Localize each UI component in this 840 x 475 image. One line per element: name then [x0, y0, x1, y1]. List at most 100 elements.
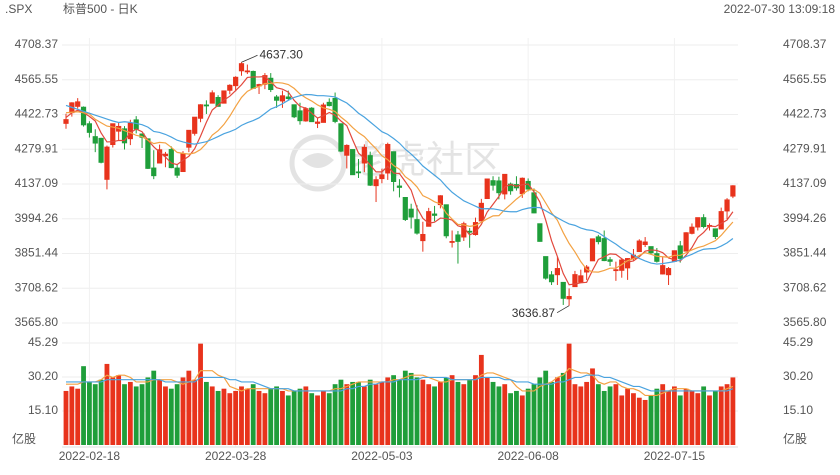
- candle-body: [636, 240, 642, 253]
- candle-body: [484, 178, 490, 200]
- volume-bar: [712, 390, 718, 445]
- candle-body: [238, 63, 245, 72]
- candle-body: [361, 146, 367, 164]
- candle-body: [443, 204, 449, 237]
- volume-bar: [555, 377, 560, 445]
- volume-bar: [613, 384, 619, 445]
- candle-body: [156, 149, 163, 164]
- candle-body: [578, 275, 584, 283]
- candle-body: [273, 96, 280, 101]
- volume-bar: [502, 384, 508, 445]
- candle-body: [180, 153, 186, 173]
- candle-body: [221, 90, 227, 104]
- volume-bar: [391, 375, 396, 445]
- x-tick-label: 2022-03-28: [205, 449, 267, 463]
- y-tick-label: 4422.73: [15, 107, 59, 121]
- volume-unit: 亿股: [12, 431, 36, 446]
- candle-body: [677, 245, 683, 259]
- candle-body: [379, 174, 385, 180]
- candle-body: [531, 192, 537, 214]
- volume-bar: [607, 386, 613, 445]
- volume-bar: [250, 384, 256, 445]
- candle-body: [250, 70, 256, 89]
- candle-body: [408, 208, 414, 218]
- volume-bar: [543, 370, 549, 445]
- candle-body: [718, 211, 724, 230]
- candle-body: [104, 146, 110, 180]
- y-tick-label-right: 4279.91: [783, 141, 827, 155]
- candle-body: [396, 185, 403, 188]
- y-tick-label-right: 3708.62: [783, 280, 827, 294]
- volume-bar: [724, 384, 730, 445]
- volume-bar: [174, 384, 180, 445]
- candle-body: [683, 232, 689, 252]
- candle-body: [455, 234, 461, 242]
- volume-bar: [157, 379, 162, 445]
- y-tick-label: 4279.91: [15, 141, 59, 155]
- y-tick-label: 3708.62: [15, 280, 59, 294]
- candle-body: [537, 223, 543, 242]
- candle-body: [478, 202, 484, 222]
- candle-body: [244, 70, 250, 73]
- annotation-label: 4637.30: [260, 47, 304, 61]
- volume-bar: [625, 388, 630, 445]
- volume-bar: [519, 395, 525, 445]
- candle-body: [724, 199, 730, 212]
- y-tick-label-right: 4422.73: [783, 107, 827, 121]
- candle-body: [355, 171, 362, 174]
- y-tick-label-right: 30.20: [783, 369, 813, 383]
- volume-bar: [672, 386, 677, 445]
- volume-bar: [315, 395, 320, 445]
- candle-body: [730, 185, 736, 197]
- volume-bar: [379, 381, 385, 445]
- y-tick-label-right: 4565.55: [783, 72, 827, 86]
- volume-bar: [572, 384, 578, 445]
- candle-body: [133, 119, 139, 130]
- volume-bar: [525, 388, 531, 445]
- volume-bar: [560, 372, 566, 445]
- candle-body: [519, 177, 525, 195]
- volume-bar: [443, 377, 449, 445]
- candle-body: [92, 136, 98, 144]
- candle-body: [420, 233, 426, 242]
- volume-bar: [455, 381, 461, 445]
- y-tick-label-right: 45.29: [783, 335, 813, 349]
- volume-bar: [402, 370, 408, 445]
- candle-body: [701, 217, 707, 228]
- volume-bar: [484, 377, 490, 445]
- volume-bar: [683, 388, 689, 445]
- volume-bar: [332, 384, 338, 445]
- chart-title: 标普500 - 日K: [63, 2, 138, 16]
- candle-body: [548, 274, 555, 283]
- volume-bar: [350, 381, 356, 445]
- volume-bar: [648, 395, 654, 445]
- symbol: .SPX: [5, 2, 32, 16]
- volume-bar: [239, 386, 244, 445]
- candle-body: [350, 149, 356, 176]
- y-tick-label: 3994.26: [15, 211, 59, 225]
- candle-body: [642, 241, 648, 246]
- x-tick-label: 2022-07-15: [644, 449, 706, 463]
- candle-body: [63, 119, 69, 124]
- candle-body: [145, 138, 151, 169]
- volume-bar: [461, 384, 467, 445]
- candle-body: [560, 281, 566, 299]
- volume-bar: [595, 384, 601, 445]
- volume-bar: [274, 386, 279, 445]
- candle-body: [543, 256, 549, 279]
- candle-body: [496, 180, 502, 194]
- y-tick-label: 15.10: [28, 403, 58, 417]
- volume-bar: [244, 388, 250, 445]
- volume-unit-right: 亿股: [783, 431, 807, 446]
- x-tick-label: 2022-06-08: [497, 449, 559, 463]
- volume-bar: [215, 390, 221, 445]
- candle-body: [431, 213, 438, 216]
- volume-bar: [69, 386, 75, 445]
- volume-bar: [204, 381, 209, 445]
- candle-body: [110, 123, 116, 146]
- y-tick-label: 3851.44: [15, 246, 59, 260]
- volume-bar: [192, 379, 198, 445]
- volume-bar: [75, 388, 81, 445]
